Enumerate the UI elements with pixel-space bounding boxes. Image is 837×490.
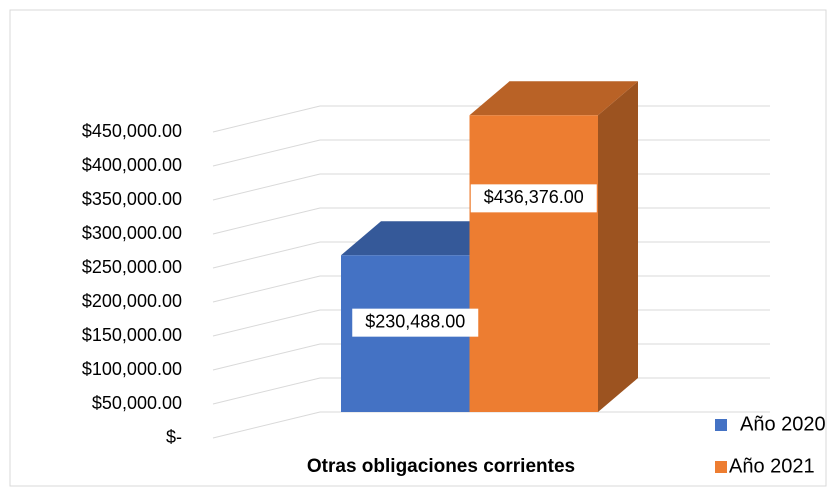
legend-swatch bbox=[715, 419, 727, 431]
y-tick-label: $- bbox=[166, 427, 182, 447]
y-tick-label: $50,000.00 bbox=[92, 393, 182, 413]
data-label-box bbox=[352, 308, 479, 337]
x-tick-label: Otras obligaciones corrientes bbox=[307, 456, 575, 477]
y-tick-label: $200,000.00 bbox=[82, 291, 182, 311]
y-tick-label: $300,000.00 bbox=[82, 223, 182, 243]
y-tick-label: $450,000.00 bbox=[82, 121, 182, 141]
bar-top bbox=[469, 81, 638, 116]
bar-top bbox=[341, 221, 510, 256]
data-label: $230,488.00 bbox=[365, 311, 465, 331]
y-tick-label: $250,000.00 bbox=[82, 257, 182, 277]
y-tick-label: $100,000.00 bbox=[82, 359, 182, 379]
data-label: $436,376.00 bbox=[484, 187, 584, 207]
y-tick-label: $350,000.00 bbox=[82, 189, 182, 209]
grid-line bbox=[212, 411, 770, 439]
legend-swatch bbox=[715, 461, 727, 473]
y-tick-label: $400,000.00 bbox=[82, 155, 182, 175]
y-tick-label: $150,000.00 bbox=[82, 325, 182, 345]
bar bbox=[469, 115, 598, 413]
data-label-box bbox=[470, 184, 597, 213]
legend-label: Año 2021 bbox=[729, 455, 815, 477]
legend-label: Año 2020 bbox=[740, 413, 826, 435]
bar-side bbox=[598, 81, 638, 413]
